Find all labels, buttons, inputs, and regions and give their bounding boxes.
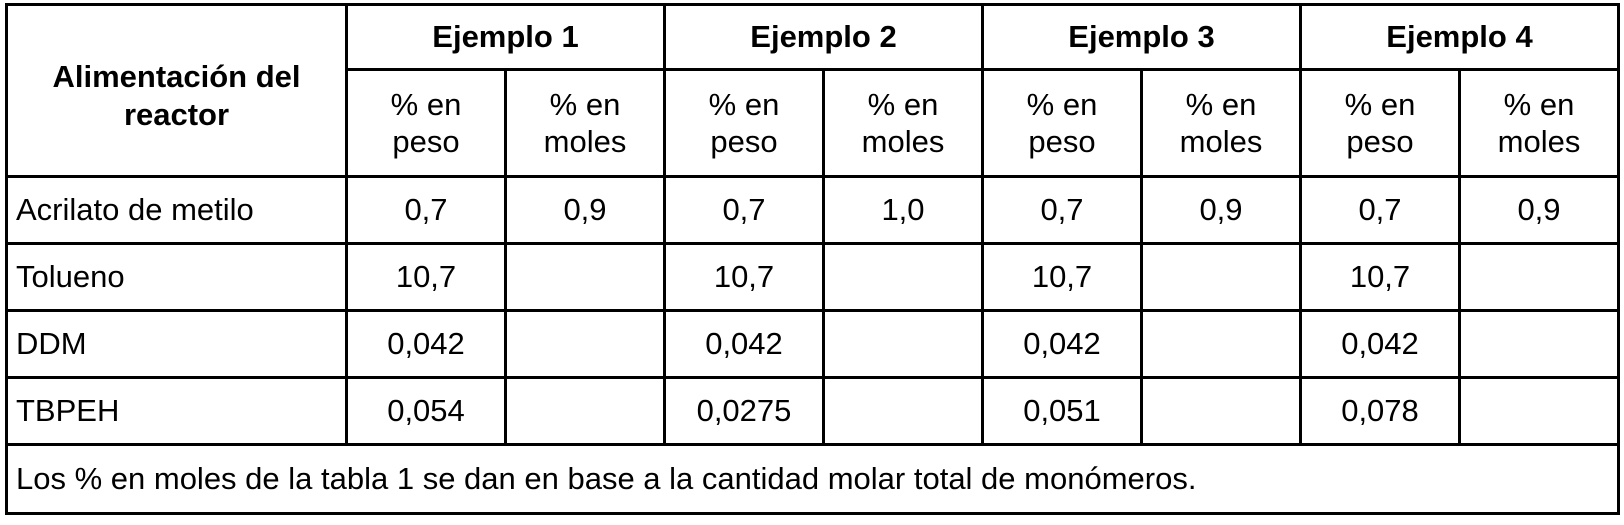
row-label: Acrilato de metilo bbox=[7, 177, 347, 244]
column-header-text: % en moles bbox=[1171, 86, 1271, 160]
group-header: Ejemplo 3 bbox=[983, 5, 1301, 70]
cell: 0,042 bbox=[983, 311, 1142, 378]
cell: 10,7 bbox=[665, 244, 824, 311]
group-header: Ejemplo 1 bbox=[347, 5, 665, 70]
cell: 10,7 bbox=[1301, 244, 1460, 311]
column-header: % en moles bbox=[1142, 70, 1301, 177]
column-header: % en peso bbox=[347, 70, 506, 177]
column-header: % en moles bbox=[506, 70, 665, 177]
column-header-text: % en peso bbox=[1012, 86, 1112, 160]
data-row: Tolueno10,710,710,710,7 bbox=[7, 244, 1619, 311]
row-label: Tolueno bbox=[7, 244, 347, 311]
column-header-text: % en peso bbox=[1330, 86, 1430, 160]
column-header: % en peso bbox=[983, 70, 1142, 177]
data-row: TBPEH0,054 0,0275 0,051 0,078 bbox=[7, 378, 1619, 445]
cell bbox=[1142, 378, 1301, 445]
cell bbox=[824, 244, 983, 311]
cell bbox=[1460, 244, 1619, 311]
table-body: Acrilato de metilo0,70,90,71,00,70,90,70… bbox=[7, 177, 1619, 514]
cell bbox=[1460, 311, 1619, 378]
data-table: Alimentación del reactorEjemplo 1Ejemplo… bbox=[5, 3, 1620, 515]
row-label: DDM bbox=[7, 311, 347, 378]
cell: 0,7 bbox=[983, 177, 1142, 244]
cell: 0,042 bbox=[665, 311, 824, 378]
cell: 0,0275 bbox=[665, 378, 824, 445]
data-row: DDM0,0420,0420,0420,042 bbox=[7, 311, 1619, 378]
page: {"table": { "row_header": "Alimentación … bbox=[0, 0, 1624, 525]
cell: 0,051 bbox=[983, 378, 1142, 445]
cell bbox=[1142, 311, 1301, 378]
row-header: Alimentación del reactor bbox=[7, 5, 347, 177]
cell: 0,9 bbox=[506, 177, 665, 244]
group-header: Ejemplo 2 bbox=[665, 5, 983, 70]
cell: 0,042 bbox=[1301, 311, 1460, 378]
column-header: % en moles bbox=[824, 70, 983, 177]
cell: 10,7 bbox=[347, 244, 506, 311]
cell: 0,7 bbox=[665, 177, 824, 244]
cell bbox=[506, 244, 665, 311]
cell bbox=[1460, 378, 1619, 445]
cell: 0,7 bbox=[1301, 177, 1460, 244]
data-row: Acrilato de metilo0,70,90,71,00,70,90,70… bbox=[7, 177, 1619, 244]
column-header: % en moles bbox=[1460, 70, 1619, 177]
group-header: Ejemplo 4 bbox=[1301, 5, 1619, 70]
column-header: % en peso bbox=[665, 70, 824, 177]
cell: 0,9 bbox=[1142, 177, 1301, 244]
table-head: Alimentación del reactorEjemplo 1Ejemplo… bbox=[7, 5, 1619, 177]
cell: 0,9 bbox=[1460, 177, 1619, 244]
cell: 0,7 bbox=[347, 177, 506, 244]
cell: 1,0 bbox=[824, 177, 983, 244]
cell bbox=[506, 378, 665, 445]
column-header: % en peso bbox=[1301, 70, 1460, 177]
header-row: Alimentación del reactorEjemplo 1Ejemplo… bbox=[7, 5, 1619, 70]
cell: 0,054 bbox=[347, 378, 506, 445]
cell: 0,042 bbox=[347, 311, 506, 378]
column-header-text: % en moles bbox=[853, 86, 953, 160]
cell bbox=[824, 378, 983, 445]
cell bbox=[1142, 244, 1301, 311]
column-header-text: % en moles bbox=[535, 86, 635, 160]
column-header-text: % en moles bbox=[1489, 86, 1589, 160]
cell: 0,078 bbox=[1301, 378, 1460, 445]
column-header-text: % en peso bbox=[376, 86, 476, 160]
row-label: TBPEH bbox=[7, 378, 347, 445]
cell bbox=[506, 311, 665, 378]
table-note: Los % en moles de la tabla 1 se dan en b… bbox=[7, 445, 1619, 514]
cell: 10,7 bbox=[983, 244, 1142, 311]
note-row: Los % en moles de la tabla 1 se dan en b… bbox=[7, 445, 1619, 514]
cell bbox=[824, 311, 983, 378]
column-header-text: % en peso bbox=[694, 86, 794, 160]
